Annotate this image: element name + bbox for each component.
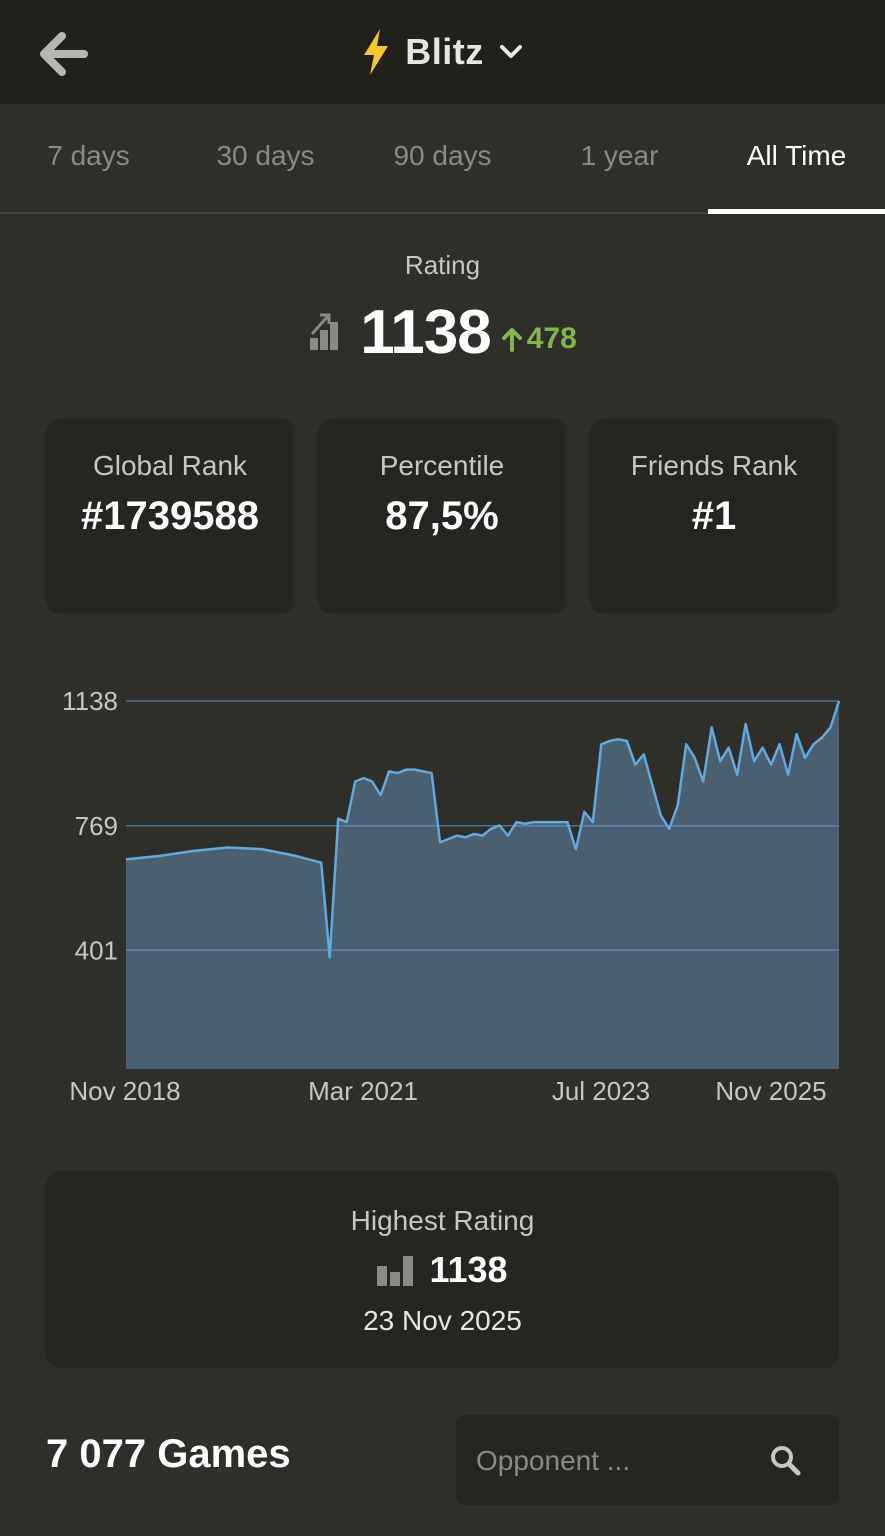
tab-90-days[interactable]: 90 days [393, 140, 492, 171]
opponent-search-box[interactable] [456, 1415, 839, 1507]
arrow-left-icon[interactable] [38, 28, 90, 80]
y-tick-label: 1138 [62, 686, 118, 716]
chevron-down-icon [499, 45, 522, 58]
x-tick-label: Mar 2021 [308, 1076, 418, 1106]
x-tick-label: Nov 2025 [715, 1076, 826, 1106]
highest-rating-label: Highest Rating [350, 1205, 535, 1236]
highest-rating-row: 1138 [46, 1249, 839, 1291]
x-tick-label: Nov 2018 [69, 1076, 180, 1106]
percentile-card: Percentile 87,5% [318, 418, 566, 614]
stat-value: #1739588 [81, 494, 259, 538]
highest-rating-value: 1138 [429, 1249, 508, 1290]
bar-chart-icon [377, 1256, 414, 1286]
highest-rating-date: 23 Nov 2025 [363, 1305, 522, 1336]
top-bar: Blitz [0, 0, 885, 104]
mode-selector[interactable]: Blitz [0, 0, 885, 104]
stat-label: Percentile [379, 450, 505, 481]
arrow-up-icon [501, 328, 522, 352]
rating-label: Rating [404, 250, 481, 280]
tab-7-days[interactable]: 7 days [47, 140, 130, 171]
chart-rating-line [125, 700, 841, 959]
rating-change: 478 [501, 322, 577, 356]
stat-label: Global Rank [92, 450, 248, 481]
y-tick-label: 769 [75, 811, 118, 841]
stat-value: #1 [691, 494, 737, 538]
global-rank-card: Global Rank #1739588 [46, 418, 294, 614]
x-tick-label: Jul 2023 [552, 1076, 650, 1106]
search-icon[interactable] [769, 1444, 801, 1476]
tab-30-days[interactable]: 30 days [216, 140, 315, 171]
rating-value: 1138 [360, 297, 492, 367]
games-count-title: 7 077 Games [46, 1432, 291, 1476]
chart-area-fill [126, 701, 839, 1069]
y-tick-label: 401 [75, 935, 118, 965]
rating-trend-icon [310, 313, 339, 350]
stat-label: Friends Rank [630, 450, 798, 481]
mode-title: Blitz [405, 31, 484, 72]
rating-history-chart[interactable]: 1138 769 401 Nov 2018 Mar 2021 Jul 2023 Nov 20… [0, 680, 885, 1120]
rating-row: 1138 478 [0, 292, 885, 372]
lightning-bolt-icon [364, 29, 389, 75]
friends-rank-card: Friends Rank #1 [590, 418, 838, 614]
rating-change-value: 478 [526, 322, 577, 355]
highest-rating-card: Highest Rating 1138 23 Nov 2025 [46, 1171, 839, 1368]
tab-1-year[interactable]: 1 year [580, 140, 659, 171]
opponent-search-input[interactable] [474, 1415, 758, 1507]
time-range-tabs: 7 days 30 days 90 days 1 year All Time [0, 104, 885, 214]
stat-value: 87,5% [385, 494, 499, 538]
tab-all-time[interactable]: All Time [708, 104, 885, 214]
